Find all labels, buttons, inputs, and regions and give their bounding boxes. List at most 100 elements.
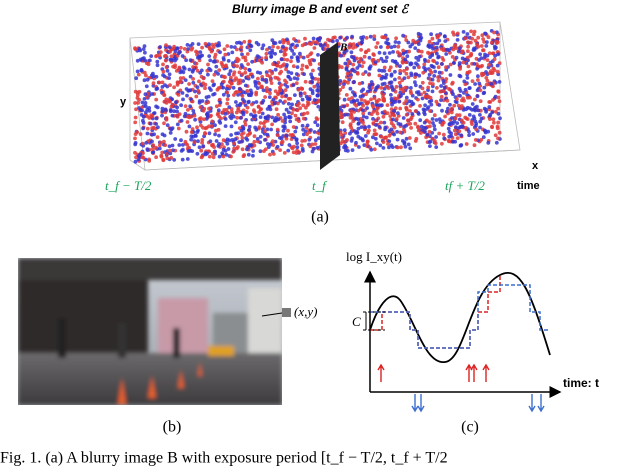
- event-dot: [405, 67, 409, 71]
- event-dot: [191, 109, 196, 113]
- event-dot: [146, 62, 151, 67]
- event-dot: [340, 115, 344, 119]
- event-dot: [209, 113, 213, 118]
- event-dot: [398, 122, 403, 127]
- event-dot: [223, 52, 228, 57]
- event-dot: [243, 66, 248, 71]
- event-dot: [268, 68, 272, 73]
- event-dot: [300, 112, 305, 117]
- event-dot: [455, 31, 460, 36]
- event-dot: [365, 139, 370, 144]
- event-dot: [174, 69, 179, 73]
- event-dot: [413, 46, 418, 50]
- event-dot: [211, 155, 216, 160]
- event-dot: [241, 126, 246, 131]
- event-dot: [384, 55, 389, 60]
- event-dot: [352, 80, 356, 85]
- event-dot: [368, 34, 373, 39]
- event-dot: [407, 136, 412, 140]
- event-dot: [392, 44, 397, 49]
- event-dot: [310, 75, 314, 80]
- event-dot: [311, 36, 316, 41]
- event-dot: [447, 122, 452, 127]
- event-dot: [455, 97, 459, 101]
- event-dot: [171, 64, 176, 69]
- event-dot: [355, 56, 359, 61]
- event-dot: [439, 47, 444, 51]
- event-dot: [437, 70, 442, 75]
- event-dot: [377, 125, 382, 129]
- event-dot: [418, 104, 422, 108]
- event-dot: [442, 85, 447, 90]
- event-dot: [189, 130, 194, 135]
- event-dot: [488, 114, 492, 118]
- event-dot: [476, 44, 481, 49]
- event-dot: [147, 116, 152, 120]
- event-dot: [182, 114, 187, 119]
- event-dot: [491, 98, 495, 102]
- event-dot: [434, 135, 438, 139]
- event-dot: [140, 141, 145, 146]
- event-dot: [492, 68, 497, 73]
- event-dot: [411, 38, 416, 43]
- event-dot: [239, 132, 244, 137]
- event-dot: [190, 42, 195, 46]
- event-dot: [465, 95, 470, 100]
- event-dot: [224, 63, 228, 68]
- event-dot: [295, 43, 299, 48]
- event-dot: [357, 60, 362, 64]
- event-dot: [450, 55, 455, 59]
- event-dot: [232, 70, 237, 75]
- event-dot: [479, 44, 484, 48]
- event-dot: [302, 91, 307, 96]
- event-dot: [382, 81, 387, 86]
- event-dot: [305, 111, 310, 115]
- event-dot: [175, 83, 180, 87]
- event-dot: [398, 130, 403, 135]
- event-dot: [428, 144, 432, 149]
- event-dot: [380, 35, 385, 39]
- event-dot: [385, 103, 390, 107]
- event-dot: [359, 89, 364, 93]
- event-dot: [441, 79, 446, 83]
- event-dot: [138, 107, 143, 112]
- event-dot: [402, 76, 407, 81]
- event-dot: [342, 97, 347, 102]
- event-dot: [423, 103, 427, 108]
- event-dot: [207, 42, 211, 47]
- event-dot: [191, 80, 196, 85]
- event-dot: [426, 59, 431, 64]
- event-dot: [417, 92, 421, 97]
- event-dot: [134, 76, 139, 81]
- event-dot: [380, 74, 385, 79]
- event-dot: [151, 71, 155, 76]
- event-dot: [230, 138, 235, 142]
- event-dot: [315, 83, 320, 87]
- event-dot: [222, 47, 227, 52]
- event-dot: [343, 145, 348, 149]
- event-dot: [408, 146, 413, 151]
- event-dot: [252, 108, 256, 113]
- event-dot: [176, 51, 181, 56]
- event-dot: [425, 132, 430, 137]
- event-dot: [404, 112, 409, 117]
- event-dot: [268, 78, 273, 82]
- event-dot: [266, 145, 271, 150]
- event-dot: [495, 30, 499, 35]
- event-dot: [351, 119, 356, 123]
- event-dot: [144, 84, 149, 89]
- event-dot: [478, 119, 483, 124]
- event-dot: [208, 139, 213, 144]
- event-dot: [423, 126, 428, 130]
- event-dot: [495, 126, 500, 131]
- event-dot: [382, 120, 387, 125]
- event-dot: [301, 132, 306, 137]
- event-dot: [356, 121, 361, 126]
- event-dot: [167, 45, 172, 49]
- event-dot: [168, 99, 173, 104]
- event-dot: [188, 104, 193, 109]
- event-dot: [398, 68, 403, 73]
- event-dot: [302, 72, 306, 77]
- event-dot: [199, 155, 204, 160]
